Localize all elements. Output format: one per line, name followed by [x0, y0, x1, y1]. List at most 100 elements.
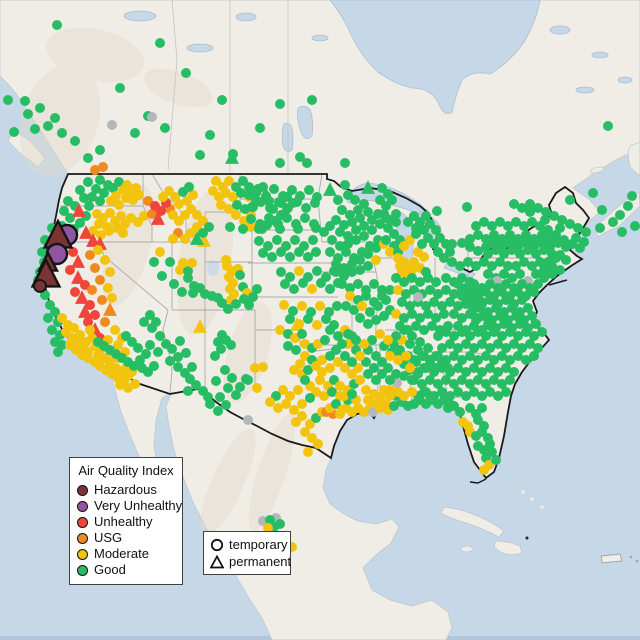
monitor-marker: [399, 371, 409, 381]
aqi-color-swatch: [77, 548, 88, 560]
monitor-marker: [413, 292, 423, 302]
monitor-marker: [317, 367, 327, 377]
monitor-marker: [315, 375, 325, 385]
monitor-marker: [183, 273, 193, 283]
monitor-marker: [236, 188, 246, 198]
monitor-marker: [221, 255, 231, 265]
monitor-marker: [79, 225, 93, 239]
monitor-marker: [97, 295, 107, 305]
monitor-marker: [71, 254, 85, 268]
monitor-marker: [441, 375, 451, 385]
monitor-marker: [457, 327, 467, 337]
monitor-marker: [513, 242, 523, 252]
monitor-marker: [469, 363, 479, 373]
monitor-marker: [515, 269, 525, 279]
monitor-marker: [505, 355, 515, 365]
monitor-marker: [477, 339, 487, 349]
monitor-marker: [59, 206, 69, 216]
monitor-marker: [167, 344, 177, 354]
aqi-legend: Air Quality Index Hazardous Very Unhealth…: [69, 457, 183, 585]
aqi-legend-items: Hazardous Very Unhealthy Unhealthy USG Moder…: [77, 482, 182, 578]
monitor-marker: [343, 190, 353, 200]
monitor-marker: [215, 392, 225, 402]
monitor-marker: [256, 197, 266, 207]
monitor-marker: [437, 343, 447, 353]
monitor-marker: [509, 367, 519, 377]
monitor-marker: [393, 355, 403, 365]
monitor-marker: [258, 362, 268, 372]
monitor-marker: [226, 340, 236, 350]
aqi-legend-label: Very Unhealthy: [94, 498, 183, 513]
monitor-marker: [157, 271, 167, 281]
monitor-marker: [367, 335, 377, 345]
monitor-marker: [495, 217, 505, 227]
monitor-marker: [155, 331, 165, 341]
monitor-marker: [231, 390, 241, 400]
monitor-marker: [305, 393, 315, 403]
marker-type-label: temporary: [229, 536, 288, 552]
monitor-marker: [203, 392, 213, 402]
monitor-marker: [521, 238, 531, 248]
aqi-legend-title: Air Quality Index: [78, 463, 174, 478]
lesser-antilles-islet: [629, 555, 633, 559]
monitor-marker: [225, 222, 235, 232]
monitor-marker: [285, 272, 295, 282]
monitor-marker: [288, 306, 298, 316]
monitor-marker: [246, 222, 256, 232]
monitor-marker: [630, 221, 640, 231]
monitor-marker: [224, 176, 234, 186]
monitor-marker: [445, 247, 455, 257]
monitor-marker: [425, 391, 435, 401]
monitor-marker: [337, 279, 347, 289]
monitor-marker: [501, 279, 511, 289]
monitor-marker: [525, 207, 535, 217]
monitor-marker: [95, 275, 105, 285]
monitor-marker: [33, 279, 47, 293]
monitor-marker: [355, 255, 365, 265]
aqi-legend-item-unhealthy: Unhealthy: [77, 514, 175, 530]
monitor-marker: [300, 375, 310, 385]
monitor-marker: [289, 405, 299, 415]
monitor-marker: [291, 345, 301, 355]
monitor-marker: [43, 313, 53, 323]
monitor-marker: [253, 184, 263, 194]
monitor-marker: [517, 203, 527, 213]
monitor-marker: [235, 270, 245, 280]
monitor-marker: [529, 287, 539, 297]
monitor-marker: [122, 180, 132, 190]
monitor-marker: [469, 343, 479, 353]
monitor-marker: [275, 325, 285, 335]
monitor-marker: [511, 217, 521, 227]
marker-type-item-permanent: permanent: [210, 553, 291, 570]
monitor-marker: [294, 247, 304, 257]
monitor-marker: [335, 227, 345, 237]
monitor-marker: [243, 415, 253, 425]
monitor-marker: [278, 385, 288, 395]
monitor-marker: [311, 247, 321, 257]
monitor-marker: [275, 519, 285, 529]
monitor-marker: [340, 351, 350, 361]
monitor-marker: [449, 331, 459, 341]
monitor-marker: [537, 327, 547, 337]
monitor-marker: [497, 242, 507, 252]
monitor-marker: [437, 387, 447, 397]
monitor-marker: [471, 221, 481, 231]
monitor-marker: [403, 325, 413, 335]
monitor-marker: [359, 339, 369, 349]
monitor-marker: [385, 285, 395, 295]
monitor-marker: [579, 237, 589, 247]
monitor-marker: [371, 243, 381, 253]
monitor-marker: [521, 230, 531, 240]
monitor-marker: [264, 213, 274, 223]
monitor-marker: [401, 289, 411, 299]
monitor-marker: [385, 247, 395, 257]
monitor-marker: [517, 279, 527, 289]
monitor-marker: [557, 215, 567, 225]
monitor-marker: [503, 261, 513, 271]
monitor-marker: [445, 391, 455, 401]
monitor-marker: [409, 375, 419, 385]
monitor-marker: [57, 313, 67, 323]
monitor-marker: [221, 400, 231, 410]
monitor-marker: [250, 363, 260, 373]
monitor-marker: [78, 304, 92, 318]
